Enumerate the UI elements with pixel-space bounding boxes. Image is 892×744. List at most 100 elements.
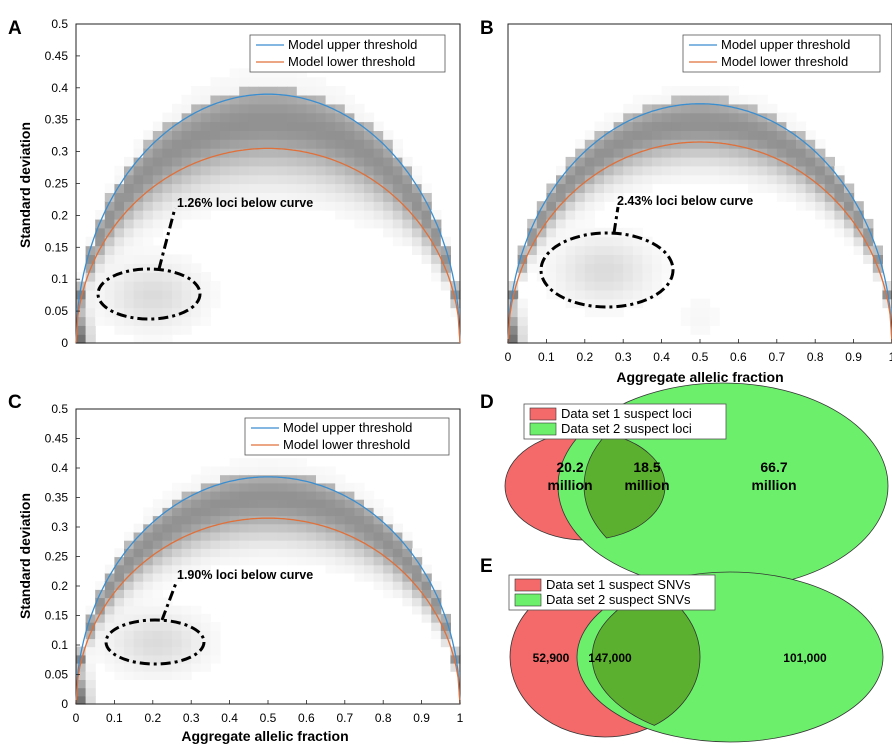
heatmap-cell [181,254,192,264]
heatmap-cell [757,165,768,176]
heatmap-cell [594,245,605,255]
heatmap-cell [364,540,375,549]
heatmap-cell [604,298,615,309]
heatmap-cell [728,103,739,114]
heatmap-cell [85,334,96,344]
heatmap-cell [239,458,250,467]
heatmap-cell [172,638,183,648]
heatmap-cell [277,68,288,78]
heatmap-cell [565,210,576,220]
heatmap-cell [268,531,279,541]
heatmap-cell [296,94,307,105]
heatmap-cell [248,139,259,149]
heatmap-cell [508,334,519,344]
heatmap-cell [258,548,269,558]
heatmap-cell [575,245,586,255]
x-ticks-c: 0 0.1 0.2 0.3 0.4 0.5 0.6 0.7 0.8 0.9 1 [73,700,464,725]
heatmap-cell [239,94,250,105]
heatmap-cell [200,94,211,105]
heatmap-cell [623,281,634,291]
heatmap-cell [124,613,135,623]
heatmap-cell [536,245,547,255]
heatmap-cell [402,165,413,176]
heatmap-cell [124,638,135,648]
heatmap-cell [316,201,327,211]
heatmap-cell [412,245,423,255]
heatmap-cell [191,638,202,648]
heatmap-cell [172,663,183,672]
heatmap-cell [124,581,135,590]
heatmap-cell [268,201,279,211]
heatmap-cell [344,94,355,105]
heatmap-cell [143,523,154,533]
heatmap-cell [114,236,125,247]
heatmap-cell [316,466,327,476]
heatmap-cell [556,281,567,291]
heatmap-cell [95,654,106,664]
heatmap-cell [316,540,327,549]
heatmap-cell [296,192,307,202]
heatmap-cell [623,174,634,185]
heatmap-cell [152,156,163,167]
heatmap-cell [258,556,269,566]
heatmap-cell [277,540,288,549]
heatmap-cell [152,531,163,541]
heatmap-cell [162,499,173,508]
heatmap-cell [565,156,576,167]
heatmap-cell [191,94,202,105]
heatmap-cell [575,201,586,211]
heatmap-cell [104,564,115,574]
heatmap-cell [354,499,365,508]
heatmap-cell [220,183,231,193]
heatmap-a [76,68,461,344]
legend-d: Data set 1 suspect loci Data set 2 suspe… [523,403,727,440]
heatmap-cell [776,174,787,185]
heatmap-cell [623,298,634,309]
heatmap-cell [556,174,567,185]
heatmap-cell [815,210,826,220]
heatmap-cell [642,156,653,167]
heatmap-cell [354,174,365,185]
heatmap-cell [642,245,653,255]
heatmap-cell [872,272,883,282]
heatmap-cell [354,515,365,525]
heatmap-cell [229,121,240,131]
heatmap-cell [152,630,163,640]
heatmap-cell [373,531,384,541]
heatmap-cell [844,192,855,202]
heatmap-cell [700,130,711,140]
heatmap-cell [287,548,298,558]
heatmap-cell [200,103,211,114]
heatmap-cell [296,474,307,484]
heatmap-cell [632,103,643,114]
legend-label-set1-e: Data set 1 suspect SNVs [546,577,691,592]
heatmap-cell [344,156,355,167]
heatmap-cell [133,218,144,229]
heatmap-cell [584,192,595,202]
heatmap-cell [767,156,778,167]
heatmap-cell [85,316,96,326]
heatmap-cell [172,272,183,282]
heatmap-cell [834,218,845,229]
heatmap-cell [613,289,624,300]
heatmap-cell [239,523,250,533]
y-axis-label-a: Standard deviation [17,122,33,248]
heatmap-cell [853,201,864,211]
heatmap-cell [152,183,163,193]
heatmap-cell [152,192,163,202]
heatmap-cell [431,622,442,631]
heatmap-cell [114,254,125,264]
heatmap-cell [632,165,643,176]
x-tick-label: 0.3 [183,711,200,725]
legend-label-set2-d: Data set 2 suspect loci [561,421,692,436]
heatmap-cell [143,192,154,202]
heatmap-cell [296,458,307,467]
heatmap-cell [124,556,135,566]
heatmap-cell [364,139,375,149]
heatmap-cell [594,281,605,291]
legend-label-upper-c: Model upper threshold [283,420,412,435]
legend-label-lower-c: Model lower threshold [283,437,410,452]
heatmap-cell [623,165,634,176]
heatmap-cell [853,227,864,238]
heatmap-cell [85,272,96,282]
